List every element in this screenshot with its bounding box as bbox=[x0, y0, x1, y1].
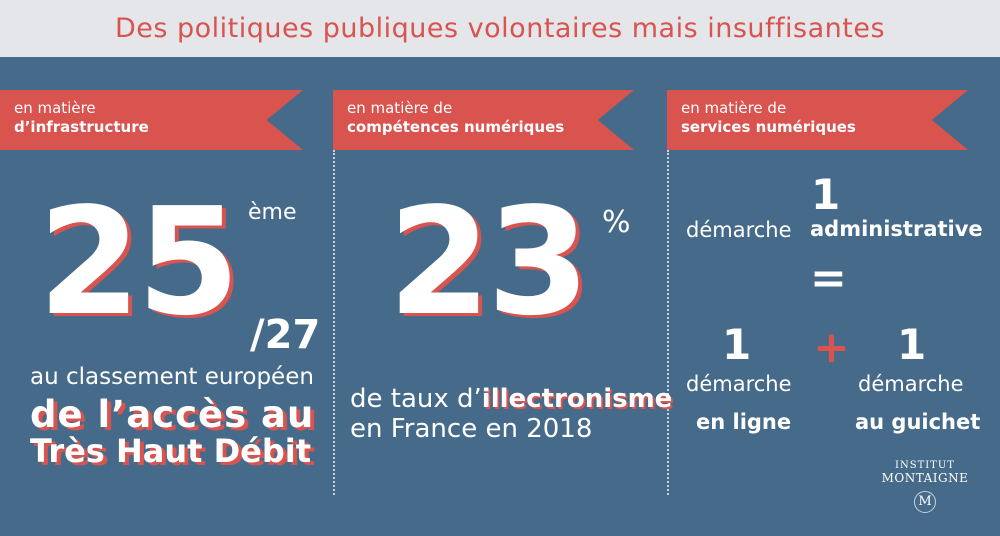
logo-line2: MONTAIGNE bbox=[881, 471, 969, 485]
logo-line1: INSTITUT bbox=[895, 460, 955, 471]
highlight-line1: de l’accès au bbox=[30, 393, 315, 436]
ribbon-line1: en matière de bbox=[347, 99, 453, 117]
logo-emblem-icon: M bbox=[914, 491, 936, 513]
ribbon-line2: d’infrastructure bbox=[14, 118, 149, 136]
page-title: Des politiques publiques volontaires mai… bbox=[114, 13, 886, 44]
right-word: démarche bbox=[858, 372, 964, 396]
illectronisme-caption-line2: en France en 2018 bbox=[350, 414, 593, 444]
left-number: 1 bbox=[722, 320, 752, 369]
equals-sign: = bbox=[810, 253, 847, 304]
ribbon-line1: en matière de bbox=[681, 99, 787, 117]
rank-number: 25 bbox=[38, 176, 240, 348]
percent-sign: % bbox=[602, 205, 631, 240]
highlight-line2: Très Haut Débit bbox=[30, 432, 312, 470]
right-bold: au guichet bbox=[855, 410, 981, 434]
illectronisme-caption: de taux d’illectronisme bbox=[350, 384, 672, 414]
ribbon-line1: en matière bbox=[14, 99, 96, 117]
right-number: 1 bbox=[897, 320, 927, 369]
rank-caption: au classement européen bbox=[30, 364, 314, 390]
rank-total: /27 bbox=[250, 312, 321, 358]
left-bold: en ligne bbox=[696, 410, 792, 434]
column-divider bbox=[333, 150, 335, 495]
left-word: démarche bbox=[686, 372, 792, 396]
ribbon-line2: services numériques bbox=[681, 118, 856, 136]
caption-prefix: de taux d’ bbox=[350, 384, 482, 414]
caption-highlight: illectronisme bbox=[481, 384, 673, 414]
ribbon-infrastructure: en matière d’infrastructure bbox=[0, 90, 303, 150]
ribbon-competences: en matière de compétences numériques bbox=[333, 90, 634, 150]
column-divider bbox=[667, 150, 669, 495]
plus-sign: + bbox=[813, 322, 850, 373]
ribbon-services: en matière de services numériques bbox=[667, 90, 968, 150]
header-bar: Des politiques publiques volontaires mai… bbox=[0, 0, 1000, 57]
illectronisme-percentage: 23 bbox=[388, 176, 590, 348]
rank-suffix: ème bbox=[248, 200, 297, 225]
institut-montaigne-logo: INSTITUT MONTAIGNE M bbox=[870, 460, 980, 513]
top-number: 1 bbox=[811, 170, 841, 219]
top-bold: administrative bbox=[810, 217, 983, 241]
top-word: démarche bbox=[686, 218, 792, 242]
logo-emblem-letter: M bbox=[918, 494, 932, 509]
ribbon-line2: compétences numériques bbox=[347, 118, 565, 136]
